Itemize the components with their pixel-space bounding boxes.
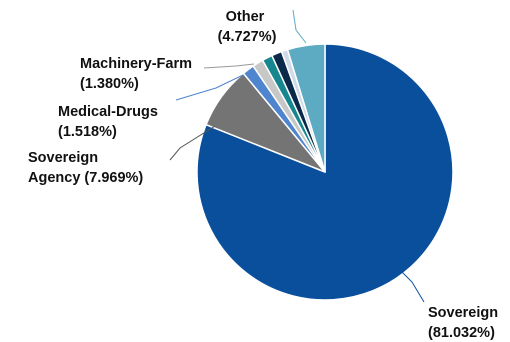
label-machinery-farm: Machinery-Farm (1.380%) (80, 56, 196, 92)
leader-line-sovereign-agency (169, 125, 216, 161)
label-sovereign-agency-value: (7.969%) (84, 170, 143, 186)
label-machinery-farm-name: Machinery-Farm (80, 56, 192, 72)
label-sovereign-agency-line1: Sovereign (28, 150, 98, 166)
label-sovereign: Sovereign (81.032%) (428, 305, 502, 341)
label-sovereign-value: (81.032%) (428, 325, 495, 341)
leader-line-medical-drugs (175, 74, 244, 101)
pie-slice-other (286, 43, 326, 173)
label-other: Other (4.727%) (218, 9, 277, 45)
label-machinery-farm-value: (1.380%) (80, 76, 139, 92)
leader-line-machinery-farm (203, 63, 255, 69)
leader-lines (169, 9, 425, 303)
label-other-value: (4.727%) (218, 29, 277, 45)
label-sovereign-agency: Sovereign Agency (7.969%) (28, 150, 143, 186)
label-medical-drugs-value: (1.518%) (58, 124, 117, 140)
label-sovereign-name: Sovereign (428, 305, 498, 321)
label-medical-drugs: Medical-Drugs (1.518%) (58, 104, 162, 140)
leader-line-sovereign (397, 267, 425, 303)
label-other-name: Other (226, 9, 265, 25)
pie-slices (196, 43, 454, 301)
leader-line-other (292, 9, 307, 44)
label-medical-drugs-name: Medical-Drugs (58, 104, 158, 120)
label-sovereign-agency-line2: Agency (7.969%) (28, 170, 143, 186)
